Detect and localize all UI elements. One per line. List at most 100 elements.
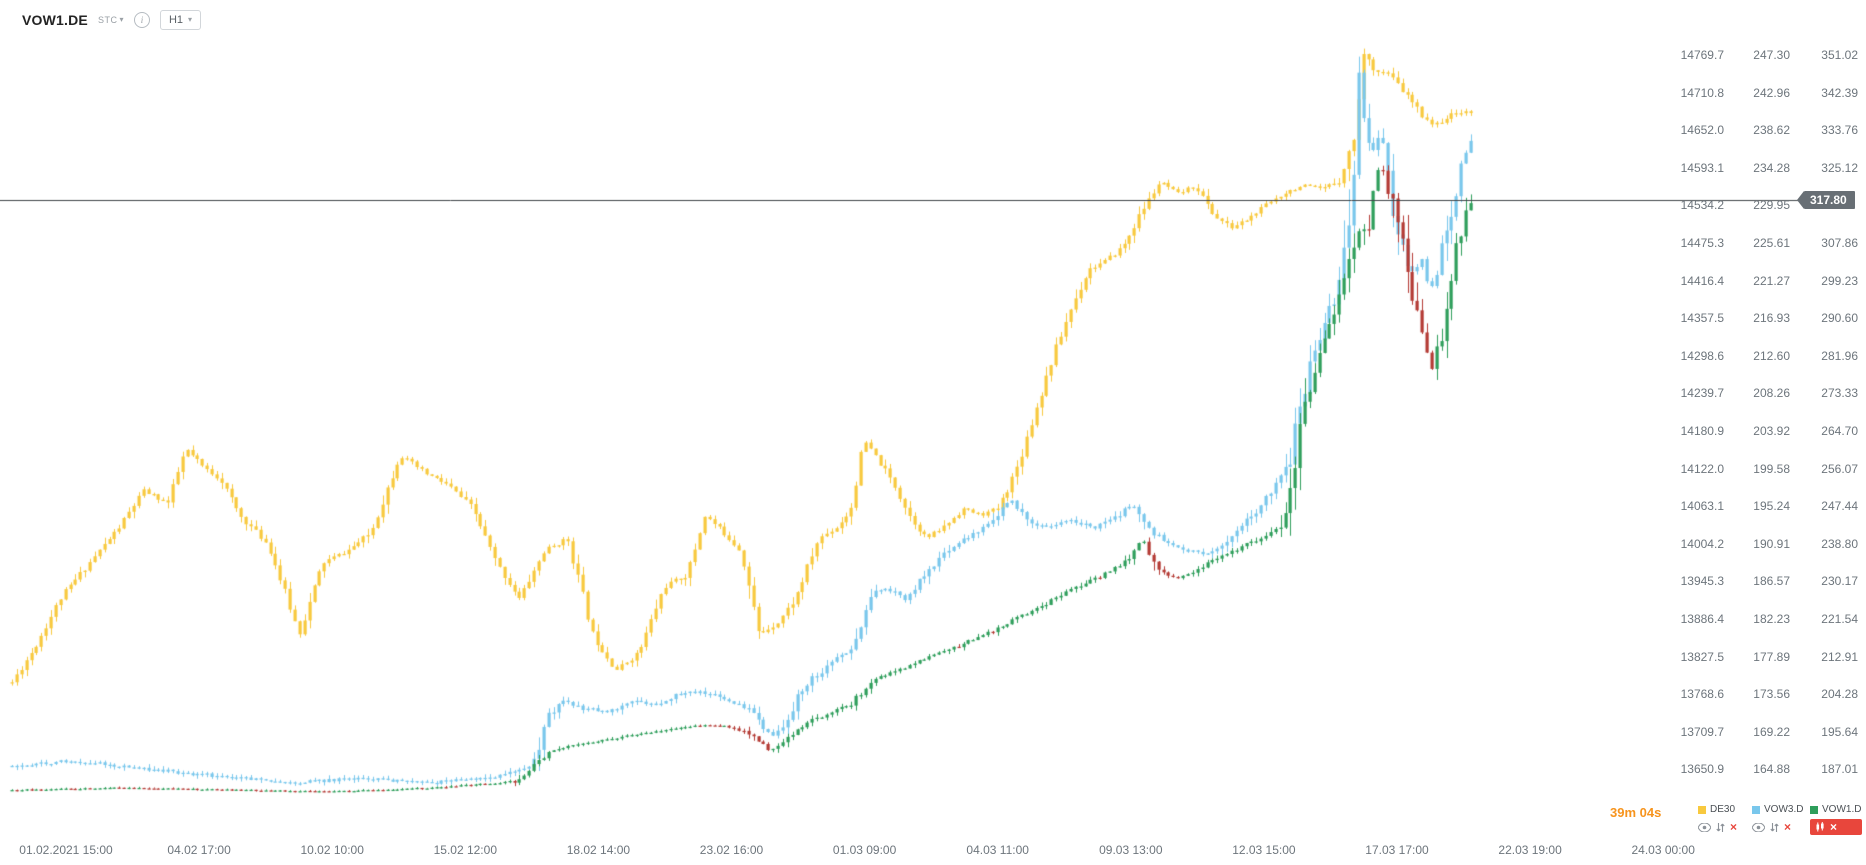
close-icon[interactable]: × bbox=[1730, 820, 1738, 834]
price-axis-label-vow3: 164.88 bbox=[1753, 762, 1790, 777]
price-axis-label-vow1: 264.70 bbox=[1821, 424, 1858, 438]
price-axis-label-vow3: 177.89 bbox=[1753, 649, 1790, 664]
price-axis-label-de30: 14534.2 bbox=[1680, 198, 1724, 213]
legend-item-header: DE30 bbox=[1698, 803, 1750, 816]
time-axis-label: 04.03 11:00 bbox=[966, 843, 1029, 857]
timeframe-selector[interactable]: H1 ▾ bbox=[159, 10, 202, 30]
price-axis-label-vow1: 333.76 bbox=[1821, 123, 1858, 138]
price-axis-label-vow1: 256.07 bbox=[1821, 461, 1858, 476]
visibility-eye-icon[interactable] bbox=[1752, 822, 1765, 832]
feed-label: STC bbox=[97, 15, 118, 25]
price-axis-label-vow1: 325.12 bbox=[1821, 160, 1858, 175]
legend-instrument-label: VOW3.D... bbox=[1764, 804, 1804, 815]
legend-color-swatch bbox=[1698, 805, 1706, 814]
time-axis-label: 09.03 13:00 bbox=[1099, 843, 1163, 857]
price-axis-label-vow3: 182.23 bbox=[1753, 612, 1790, 626]
current-price-tag: 317.80 bbox=[1797, 190, 1855, 209]
price-axis-label-de30: 14357.5 bbox=[1680, 311, 1724, 326]
price-axis-label-de30: 13827.5 bbox=[1680, 649, 1724, 664]
price-axis-label-vow3: 203.92 bbox=[1753, 424, 1790, 438]
candle-countdown-timer: 39m 04s bbox=[1610, 805, 1662, 820]
price-axis-label-vow1: 351.02 bbox=[1821, 48, 1858, 62]
legend-item-actions: × bbox=[1698, 820, 1750, 834]
info-icon[interactable]: i bbox=[133, 12, 150, 28]
price-axis-label-de30: 14593.1 bbox=[1680, 160, 1724, 175]
close-icon[interactable]: × bbox=[1830, 820, 1838, 834]
legend-item-vow1d[interactable]: VOW1.D... × bbox=[1810, 803, 1862, 835]
price-axis-label-de30: 13945.3 bbox=[1680, 574, 1724, 589]
price-axis-label-vow1: 273.33 bbox=[1821, 386, 1858, 401]
price-axis-label-de30: 14652.0 bbox=[1680, 123, 1724, 138]
legend-instrument-label: VOW1.D... bbox=[1822, 804, 1862, 815]
price-axis-label-de30: 14769.7 bbox=[1680, 48, 1724, 62]
chart-style-icon[interactable] bbox=[1815, 822, 1825, 832]
active-instrument-toolbar[interactable]: × bbox=[1810, 819, 1862, 835]
chevron-down-icon: ▾ bbox=[119, 15, 124, 24]
price-axis-label-vow3: 208.26 bbox=[1753, 386, 1790, 401]
price-axis-label-vow1: 195.64 bbox=[1821, 724, 1858, 739]
chart-header: VOW1.DE STC ▾ i H1 ▾ bbox=[22, 10, 202, 30]
time-axis-label: 01.03 09:00 bbox=[832, 843, 897, 857]
legend-instrument-label: DE30 bbox=[1710, 804, 1736, 815]
time-axis-label: 22.03 19:00 bbox=[1498, 843, 1562, 857]
price-axis-label-vow1: 281.96 bbox=[1821, 348, 1858, 363]
time-axis-label: 24.03 00:00 bbox=[1631, 843, 1695, 857]
price-axis-label-vow3: 199.58 bbox=[1753, 461, 1790, 476]
price-axis-label-vow3: 169.22 bbox=[1753, 724, 1790, 739]
price-axis-label-de30: 13886.4 bbox=[1680, 612, 1724, 626]
price-axis-label-vow1: 230.17 bbox=[1821, 574, 1858, 589]
legend-item-vow3d[interactable]: VOW3.D... × bbox=[1752, 803, 1804, 834]
price-axis-label-vow3: 238.62 bbox=[1753, 123, 1790, 138]
timeframe-label: H1 bbox=[168, 14, 184, 26]
price-axis-label-de30: 13768.6 bbox=[1680, 687, 1724, 702]
price-axis-label-vow3: 212.60 bbox=[1753, 348, 1790, 363]
legend-item-de30[interactable]: DE30 × bbox=[1698, 803, 1750, 834]
price-axis-label-vow3: 186.57 bbox=[1753, 574, 1790, 589]
price-axis-label-de30: 14122.0 bbox=[1680, 461, 1724, 476]
legend-item-actions: × bbox=[1752, 820, 1804, 834]
visibility-eye-icon[interactable] bbox=[1698, 822, 1711, 832]
price-axis-label-de30: 14710.8 bbox=[1680, 85, 1724, 100]
feed-selector[interactable]: STC ▾ bbox=[98, 15, 124, 25]
price-axis-label-vow1: 221.54 bbox=[1821, 612, 1858, 626]
price-axis-label-de30: 14004.2 bbox=[1680, 536, 1724, 551]
price-axis-label-vow3: 247.30 bbox=[1753, 48, 1790, 62]
time-axis-label: 18.02 14:00 bbox=[566, 843, 631, 857]
scale-arrows-icon[interactable] bbox=[1716, 822, 1725, 833]
time-axis-label: 10.02 10:00 bbox=[300, 843, 364, 857]
price-axis-label-vow1: 204.28 bbox=[1821, 687, 1858, 702]
time-axis-label: 01.02.2021 15:00 bbox=[19, 843, 113, 857]
price-axis-label-vow1: 238.80 bbox=[1821, 536, 1858, 551]
price-axis-label-de30: 14239.7 bbox=[1680, 386, 1724, 401]
price-axis-label-vow3: 229.95 bbox=[1753, 198, 1790, 213]
time-axis-label: 04.02 17:00 bbox=[167, 843, 231, 857]
scale-arrows-icon[interactable] bbox=[1770, 822, 1779, 833]
price-axis-label-de30: 13650.9 bbox=[1680, 762, 1724, 777]
price-axis-label-vow3: 190.91 bbox=[1753, 536, 1790, 551]
price-axis-label-de30: 14416.4 bbox=[1680, 273, 1724, 288]
price-axis-label-de30: 14180.9 bbox=[1680, 424, 1724, 438]
price-axis-label-vow3: 225.61 bbox=[1753, 236, 1790, 250]
legend-item-header: VOW3.D... bbox=[1752, 803, 1804, 816]
time-axis-label: 15.02 12:00 bbox=[433, 843, 497, 857]
legend-color-swatch bbox=[1752, 805, 1760, 814]
chevron-down-icon: ▾ bbox=[188, 15, 193, 24]
price-axis-label-vow1: 307.86 bbox=[1821, 236, 1858, 250]
price-axis-label-vow3: 242.96 bbox=[1753, 85, 1790, 100]
close-icon[interactable]: × bbox=[1784, 820, 1792, 834]
price-axis-label-de30: 14063.1 bbox=[1680, 499, 1724, 514]
price-axis-label-vow3: 234.28 bbox=[1753, 160, 1790, 175]
price-axis-label-vow1: 212.91 bbox=[1821, 649, 1858, 664]
price-axis-label-vow1: 247.44 bbox=[1821, 499, 1858, 514]
price-axis-label-vow3: 216.93 bbox=[1753, 311, 1790, 326]
price-axis-label-vow1: 290.60 bbox=[1821, 311, 1858, 326]
legend-color-swatch bbox=[1810, 805, 1818, 814]
price-axis-label-de30: 14298.6 bbox=[1680, 348, 1724, 363]
price-axis-label-vow3: 195.24 bbox=[1753, 499, 1790, 514]
price-axis-label-vow3: 221.27 bbox=[1753, 273, 1790, 288]
legend-item-header: VOW1.D... bbox=[1810, 803, 1862, 816]
symbol-title: VOW1.DE bbox=[22, 12, 88, 28]
price-axis-label-vow1: 342.39 bbox=[1821, 85, 1858, 100]
